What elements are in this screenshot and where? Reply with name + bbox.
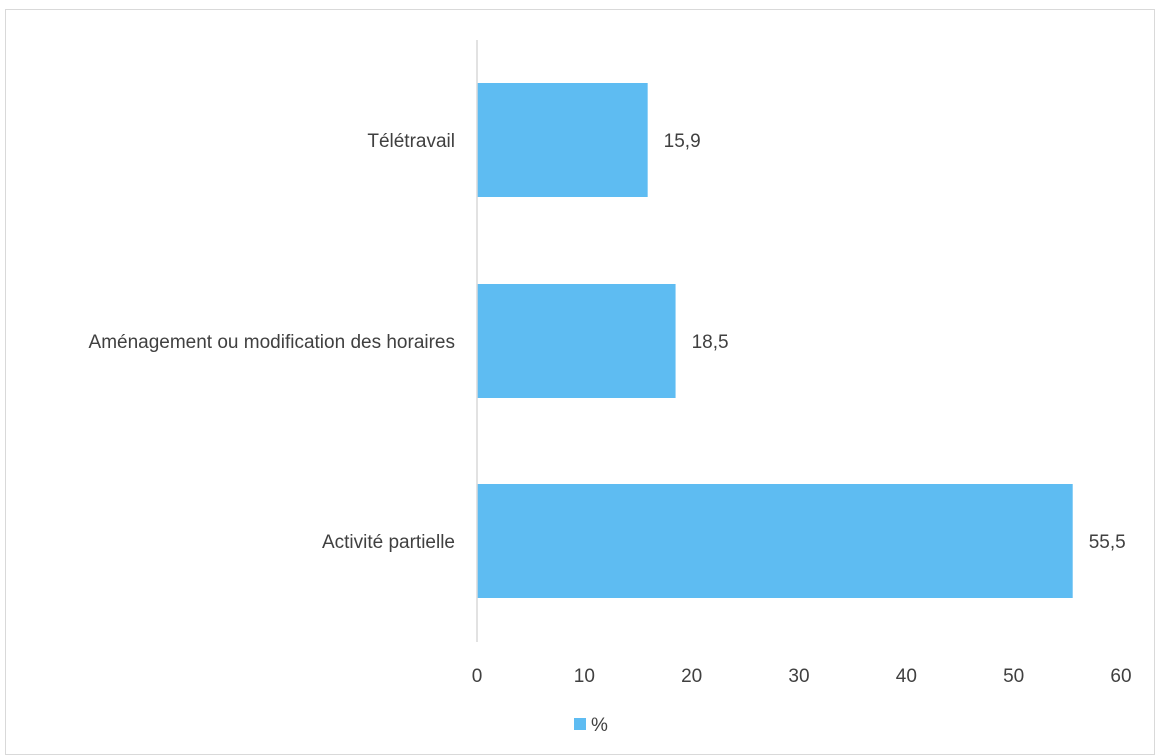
x-tick-label: 20	[681, 666, 702, 687]
legend-label: %	[591, 715, 608, 736]
legend-swatch	[574, 718, 586, 730]
category-label: Télétravail	[367, 131, 455, 152]
category-label: Activité partielle	[322, 532, 455, 553]
data-labels: 15,9 18,5 55,5	[664, 131, 1126, 553]
bars-layer	[477, 83, 1073, 598]
category-labels: Télétravail Aménagement ou modification d…	[89, 131, 455, 553]
x-tick-label: 30	[788, 666, 809, 687]
legend: %	[574, 715, 608, 736]
x-tick-label: 10	[574, 666, 595, 687]
bar-0	[477, 83, 648, 197]
bar-1	[477, 284, 676, 398]
x-axis-ticks: 0 10 20 30 40 50 60	[472, 666, 1132, 687]
category-label: Aménagement ou modification des horaires	[89, 332, 455, 353]
data-label: 18,5	[692, 332, 729, 353]
x-tick-label: 60	[1110, 666, 1131, 687]
x-tick-label: 40	[896, 666, 917, 687]
x-tick-label: 50	[1003, 666, 1024, 687]
data-label: 55,5	[1089, 532, 1126, 553]
x-tick-label: 0	[472, 666, 483, 687]
data-label: 15,9	[664, 131, 701, 152]
bar-2	[477, 484, 1073, 598]
